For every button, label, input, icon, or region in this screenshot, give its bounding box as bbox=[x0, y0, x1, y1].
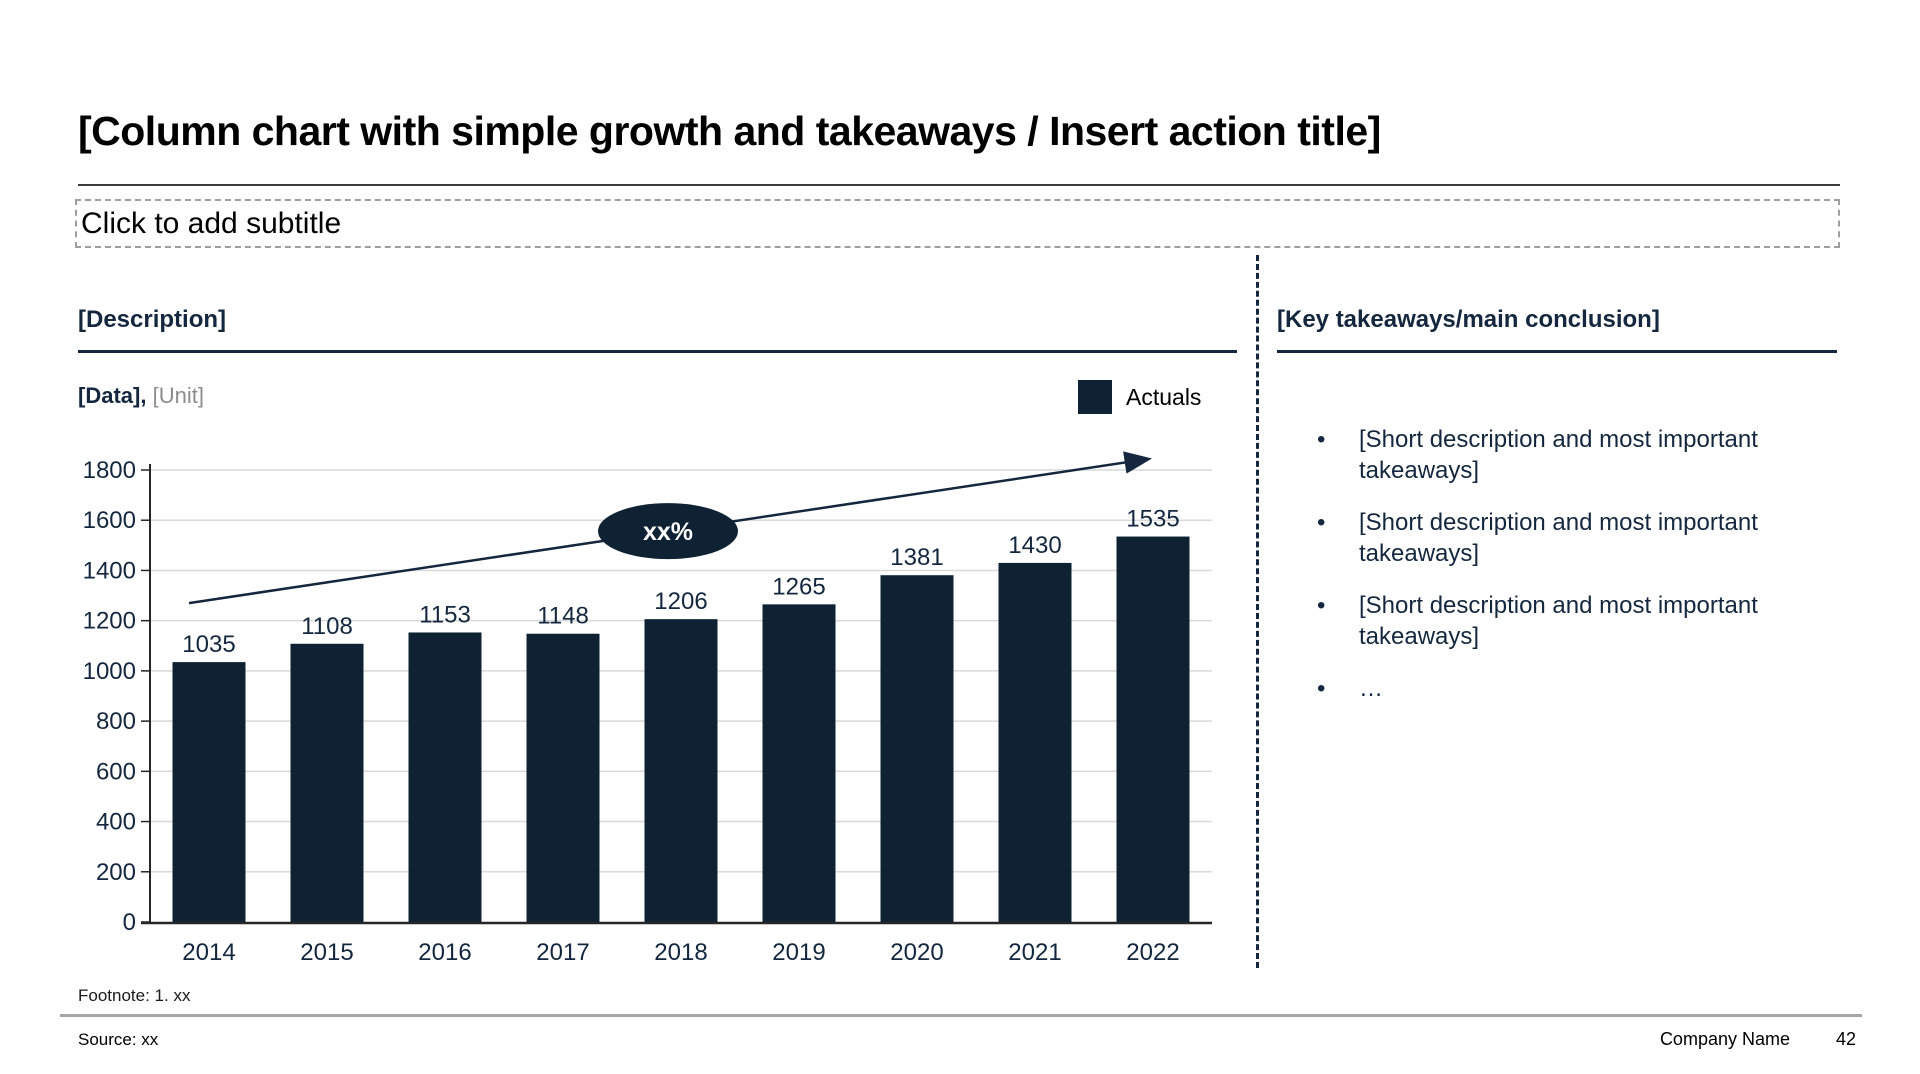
bar-value-label: 1153 bbox=[419, 601, 471, 628]
subtitle-placeholder-box[interactable]: Click to add subtitle bbox=[75, 199, 1840, 248]
bullet-icon: • bbox=[1317, 675, 1326, 702]
x-axis-label: 2015 bbox=[300, 939, 353, 966]
y-axis-label: 600 bbox=[96, 758, 136, 785]
bar bbox=[408, 632, 482, 922]
title-rule bbox=[78, 184, 1840, 186]
description-rule bbox=[78, 350, 1237, 353]
footer-rule bbox=[60, 1014, 1862, 1017]
x-axis-label: 2017 bbox=[536, 939, 589, 966]
bar-value-label: 1206 bbox=[654, 588, 707, 615]
y-axis-label: 1000 bbox=[83, 658, 136, 685]
y-axis-label: 1800 bbox=[83, 457, 136, 484]
company-name: Company Name bbox=[1659, 1029, 1790, 1049]
y-axis-label: 400 bbox=[96, 809, 136, 836]
bar-value-label: 1381 bbox=[890, 544, 943, 571]
x-axis-label: 2018 bbox=[654, 939, 707, 966]
bullet-text: [Short description and most important ta… bbox=[1359, 426, 1758, 484]
subtitle-placeholder-text[interactable]: Click to add subtitle bbox=[81, 207, 342, 240]
bar-value-label: 1535 bbox=[1126, 506, 1179, 533]
y-axis-label: 800 bbox=[96, 708, 136, 735]
bar bbox=[880, 575, 954, 922]
growth-ellipse bbox=[598, 503, 738, 560]
bar-value-label: 1148 bbox=[537, 603, 589, 630]
footnote: Footnote: 1. xx bbox=[78, 986, 191, 1005]
bullet-icon: • bbox=[1317, 426, 1326, 453]
y-axis-label: 1200 bbox=[83, 608, 136, 635]
takeaways-list: • [Short description and most important t… bbox=[1277, 424, 1839, 725]
x-axis-label: 2019 bbox=[772, 939, 825, 966]
y-axis-label: 200 bbox=[96, 859, 136, 886]
bar bbox=[526, 633, 600, 922]
growth-label: xx% bbox=[643, 518, 693, 546]
bar-value-label: 1430 bbox=[1008, 532, 1061, 559]
x-axis-label: 2016 bbox=[418, 939, 471, 966]
slide-title: [Column chart with simple growth and tak… bbox=[78, 108, 1381, 154]
chart-axis-caption: [Data], [Unit] bbox=[78, 383, 204, 409]
description-header: [Description] bbox=[78, 306, 227, 333]
bar bbox=[1116, 536, 1190, 922]
bar bbox=[172, 662, 246, 922]
bullet-text: … bbox=[1359, 675, 1383, 702]
list-item: • [Short description and most important t… bbox=[1277, 590, 1839, 652]
list-item: • [Short description and most important t… bbox=[1277, 507, 1839, 569]
bar bbox=[644, 619, 718, 922]
bullet-icon: • bbox=[1317, 592, 1326, 619]
bar-value-label: 1265 bbox=[772, 573, 825, 600]
y-axis-label: 0 bbox=[123, 909, 136, 936]
legend-swatch bbox=[1078, 380, 1112, 414]
x-axis-label: 2020 bbox=[890, 939, 943, 966]
unit-label: [Unit] bbox=[152, 383, 204, 408]
bar bbox=[290, 643, 364, 922]
column-chart: 0 200 400 600 800 1000 1200 1400 1600 1800 1035 201… bbox=[83, 451, 1212, 966]
bar bbox=[998, 562, 1072, 922]
bar-value-label: 1035 bbox=[182, 631, 235, 658]
x-axis-label: 2021 bbox=[1008, 939, 1061, 966]
x-axis-label: 2014 bbox=[182, 939, 235, 966]
bullet-text: [Short description and most important ta… bbox=[1359, 509, 1758, 567]
list-item: •… bbox=[1277, 673, 1839, 704]
bullet-icon: • bbox=[1317, 509, 1326, 536]
takeaways-header: [Key takeaways/main conclusion] bbox=[1277, 306, 1660, 333]
bar bbox=[762, 604, 836, 922]
bullet-text: [Short description and most important ta… bbox=[1359, 592, 1758, 650]
takeaways-rule bbox=[1277, 350, 1837, 353]
y-axis-label: 1400 bbox=[83, 557, 136, 584]
data-label: [Data], bbox=[78, 383, 147, 408]
y-axis-label: 1600 bbox=[83, 507, 136, 534]
source-label: Source: xx bbox=[78, 1030, 159, 1049]
legend-label: Actuals bbox=[1126, 384, 1202, 410]
list-item: • [Short description and most important t… bbox=[1277, 424, 1839, 486]
x-axis-label: 2022 bbox=[1126, 939, 1179, 966]
vertical-divider bbox=[1256, 255, 1259, 968]
page-number: 42 bbox=[1835, 1029, 1856, 1049]
bar-value-label: 1108 bbox=[301, 613, 353, 640]
